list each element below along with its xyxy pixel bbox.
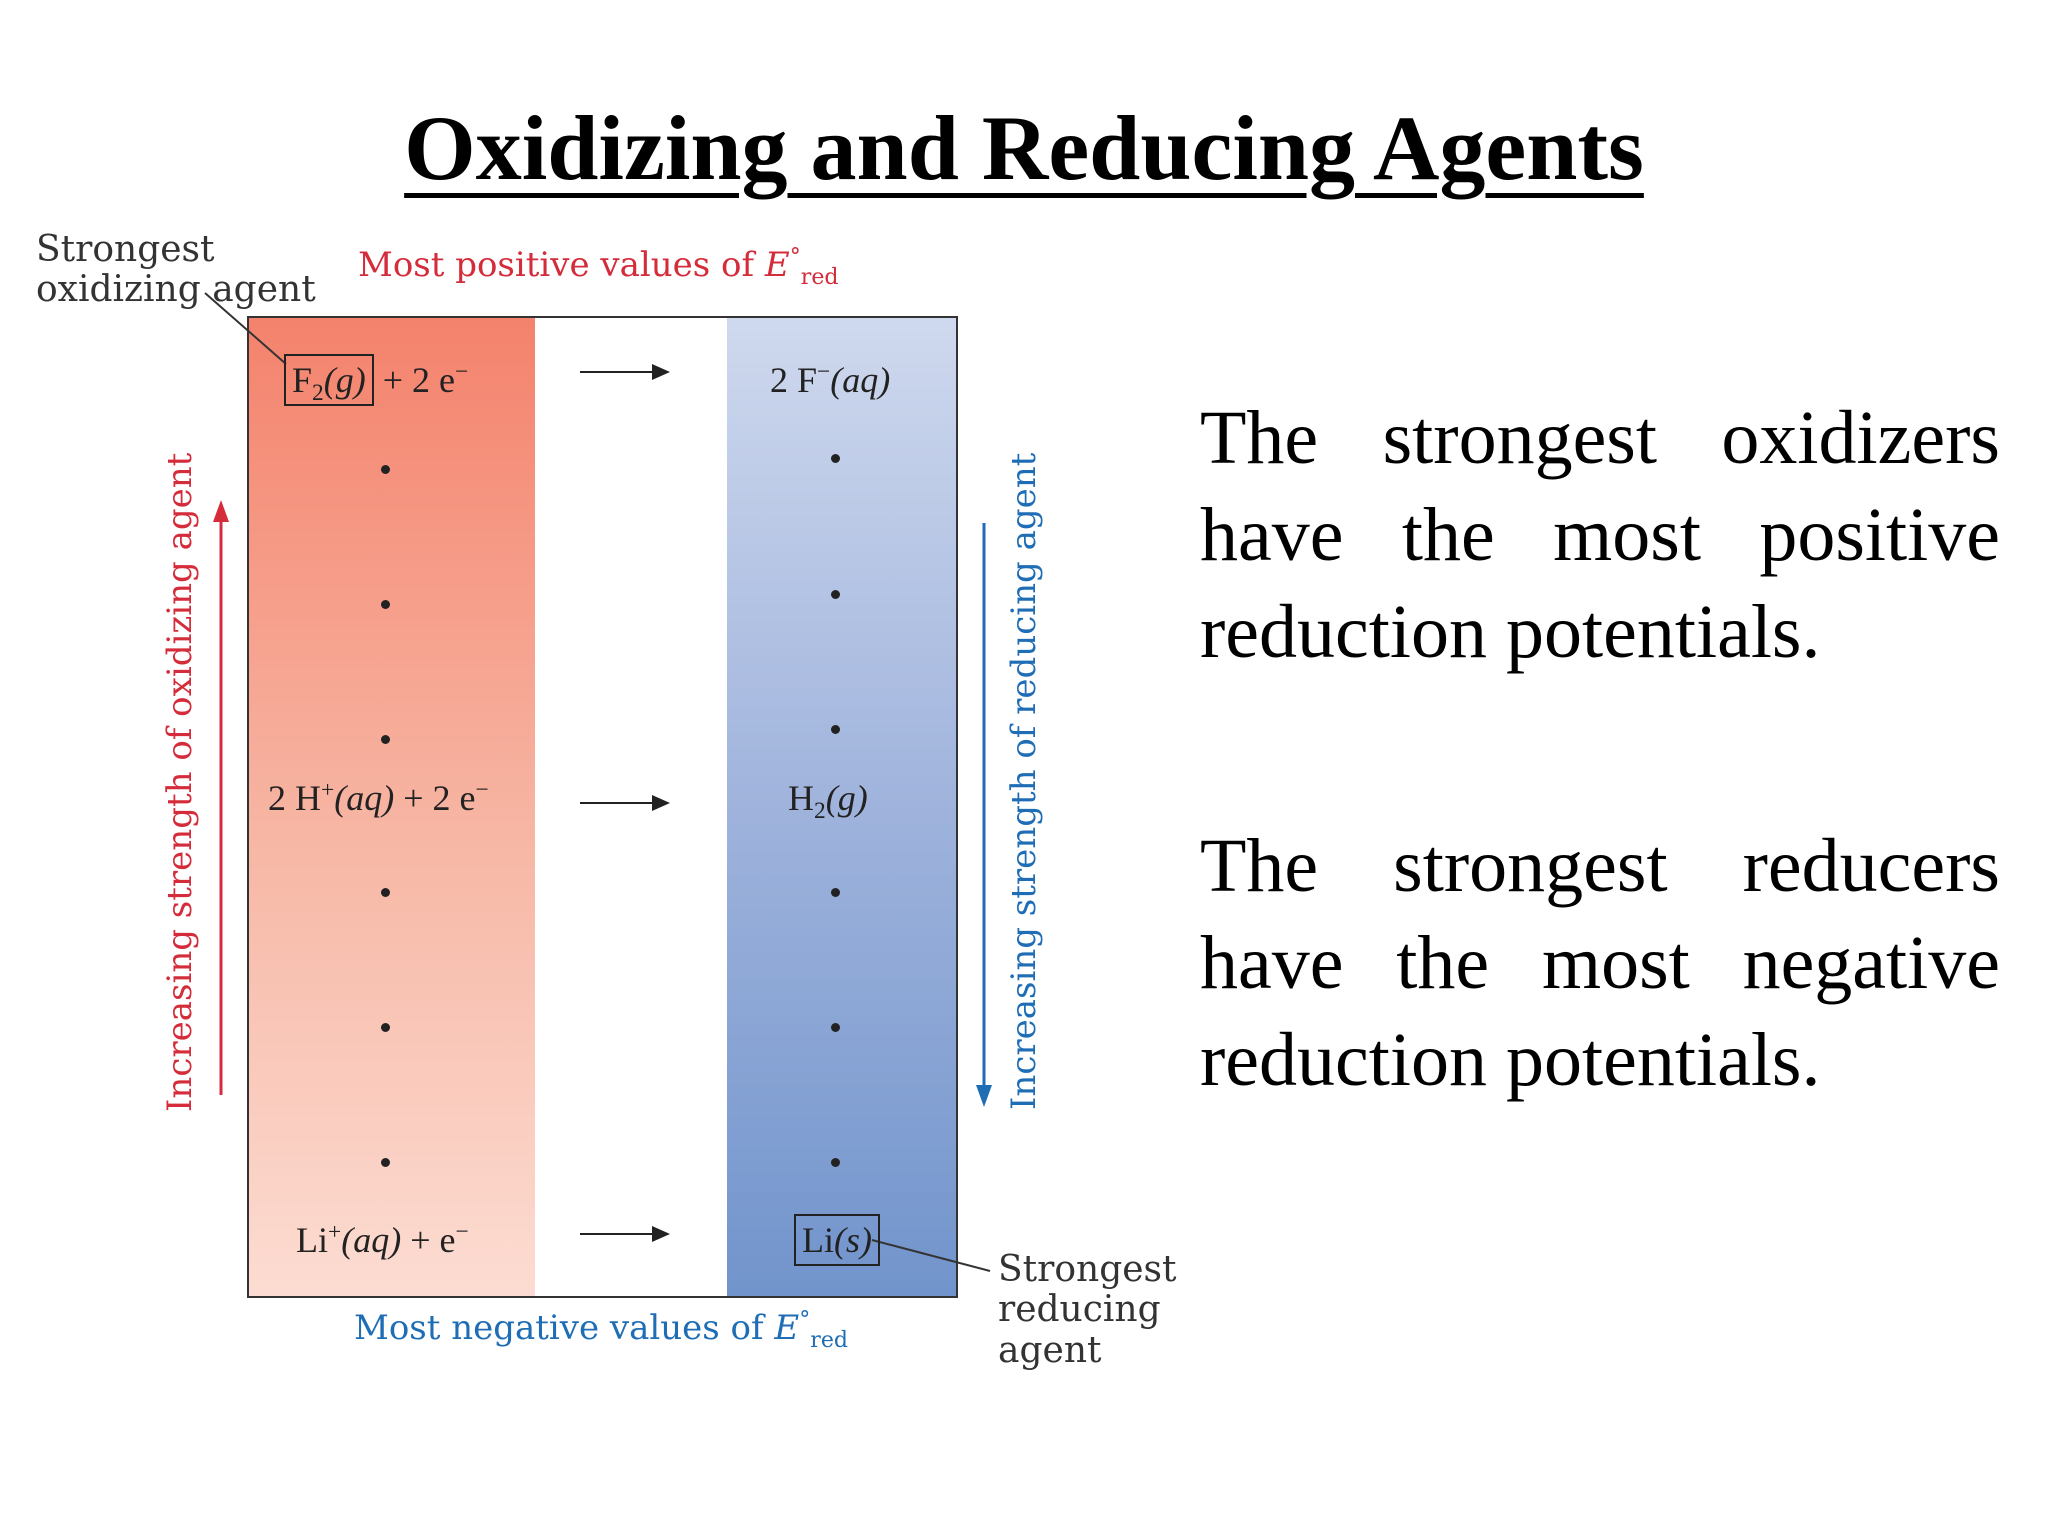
up-arrow-icon bbox=[213, 500, 229, 1095]
hydrogen-ion-state: (aq) bbox=[334, 778, 395, 818]
lithium-ion-charge: + bbox=[328, 1219, 342, 1245]
callout-lines bbox=[204, 292, 991, 1272]
lithium-ion-state: (aq) bbox=[341, 1220, 402, 1260]
hydrogen-ion-symbol: 2 H bbox=[268, 778, 321, 818]
ellipsis-dot bbox=[831, 454, 840, 463]
row2-electrons: + 2 e bbox=[394, 778, 476, 818]
e-degree: ° bbox=[789, 243, 801, 270]
oxidizing-callout-line bbox=[204, 292, 287, 365]
bottom-label: Most negative values of E°red bbox=[354, 1308, 848, 1351]
right-axis-label: Increasing strength of reducing agent bbox=[1004, 452, 1044, 1110]
top-label: Most positive values of E°red bbox=[358, 245, 839, 288]
left-axis-label: Increasing strength of oxidizing agent bbox=[160, 452, 200, 1112]
fluoride-state: (aq) bbox=[830, 360, 891, 400]
row3-oxidant: Li+(aq) + e− bbox=[296, 1219, 469, 1260]
electron-charge: − bbox=[455, 1219, 469, 1245]
row1-oxidant: F2(g) + 2 e− bbox=[284, 354, 469, 406]
f2-box: F2(g) bbox=[284, 354, 374, 406]
down-arrow-icon bbox=[976, 523, 992, 1107]
hydrogen-ion-charge: + bbox=[321, 777, 335, 803]
ellipsis-dot bbox=[831, 888, 840, 897]
e-symbol: E bbox=[764, 245, 790, 285]
ellipsis-dot bbox=[381, 465, 390, 474]
h2-subscript: 2 bbox=[814, 798, 826, 825]
reducers-paragraph: The strongest reducers have the most neg… bbox=[1200, 824, 2000, 1102]
slide-title: Oxidizing and Reducing Agents bbox=[404, 97, 1644, 199]
ellipsis-dot bbox=[381, 1023, 390, 1032]
ellipsis-dot bbox=[381, 888, 390, 897]
oxidizing-agents-panel bbox=[247, 316, 535, 1296]
reducing-callout-line bbox=[871, 1239, 991, 1272]
reduction-potential-diagram: Most positive values of E°red Most negat… bbox=[36, 230, 1177, 1371]
strongest-oxidizing-line1: Strongest bbox=[36, 229, 215, 270]
electron-charge: − bbox=[455, 359, 469, 385]
oxidizers-paragraph: The strongest oxidizers have the most po… bbox=[1200, 396, 2000, 674]
row2-arrow bbox=[580, 795, 670, 811]
strongest-reducing-line1: Strongest bbox=[998, 1249, 1177, 1290]
strongest-oxidizing-line2: oxidizing agent bbox=[36, 268, 316, 310]
strongest-reducing-label: Strongest reducing agent bbox=[998, 1249, 1177, 1371]
li-box: Li(s) bbox=[794, 1214, 880, 1266]
e-degree: ° bbox=[799, 1306, 811, 1333]
row3-reductant: Li(s) bbox=[794, 1214, 880, 1266]
li-state: (s) bbox=[834, 1220, 872, 1260]
diagram-frame bbox=[247, 316, 958, 1298]
lithium-ion-symbol: Li bbox=[296, 1220, 328, 1260]
row3-arrow bbox=[580, 1226, 670, 1242]
e-subscript: red bbox=[810, 1326, 849, 1353]
row3-electrons: + e bbox=[401, 1220, 456, 1260]
ellipsis-dot bbox=[381, 600, 390, 609]
ellipsis-dot bbox=[831, 1158, 840, 1167]
e-subscript: red bbox=[800, 263, 839, 290]
strongest-oxidizing-label: Strongest oxidizing agent bbox=[36, 230, 316, 309]
row2-reductant: H2(g) bbox=[788, 778, 868, 823]
row1-reductant: 2 F−(aq) bbox=[770, 359, 891, 400]
ellipsis-dot bbox=[831, 1023, 840, 1032]
h2-symbol: H bbox=[788, 778, 814, 818]
f2-electrons: + 2 e bbox=[373, 360, 455, 400]
row2-oxidant: 2 H+(aq) + 2 e− bbox=[268, 777, 489, 818]
ellipsis-dot bbox=[381, 1158, 390, 1167]
bottom-label-text: Most negative values of bbox=[354, 1308, 775, 1348]
row1-arrow bbox=[580, 364, 670, 380]
f2-subscript: 2 bbox=[312, 380, 324, 407]
electron-charge: − bbox=[475, 777, 489, 803]
f2-state: (g) bbox=[323, 360, 366, 400]
fluoride-symbol: 2 F bbox=[770, 360, 818, 400]
li-symbol: Li bbox=[802, 1220, 834, 1260]
ellipsis-dot bbox=[381, 735, 390, 744]
strongest-reducing-line2: reducing bbox=[998, 1289, 1161, 1331]
h2-state: (g) bbox=[825, 778, 868, 818]
ellipsis-dot bbox=[831, 725, 840, 734]
strongest-reducing-line3: agent bbox=[998, 1329, 1102, 1371]
reducing-agents-panel bbox=[727, 316, 956, 1296]
e-symbol: E bbox=[774, 1308, 800, 1348]
ellipsis-dot bbox=[831, 590, 840, 599]
fluoride-charge: − bbox=[817, 359, 831, 385]
f2-symbol: F bbox=[292, 360, 313, 400]
top-label-text: Most positive values of bbox=[358, 245, 765, 285]
